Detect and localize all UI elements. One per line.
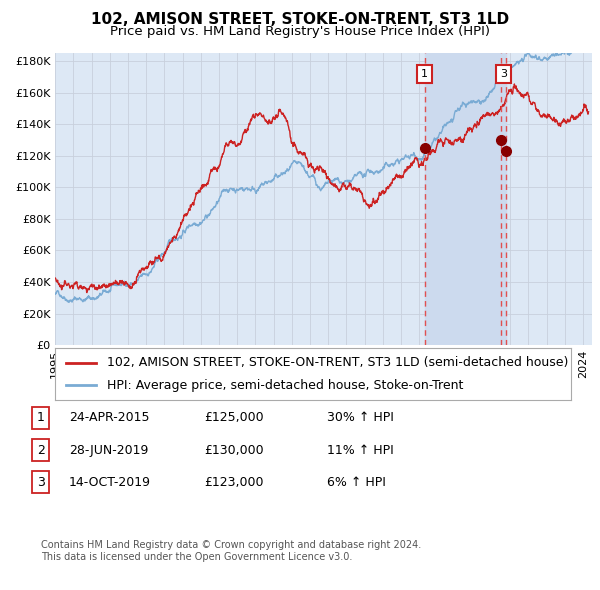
- Text: 1: 1: [421, 68, 428, 78]
- Text: 2: 2: [37, 444, 45, 457]
- Text: 3: 3: [37, 476, 45, 489]
- Text: Contains HM Land Registry data © Crown copyright and database right 2024.: Contains HM Land Registry data © Crown c…: [41, 540, 421, 550]
- Text: 6% ↑ HPI: 6% ↑ HPI: [327, 476, 386, 489]
- Text: 30% ↑ HPI: 30% ↑ HPI: [327, 411, 394, 424]
- Text: £130,000: £130,000: [204, 444, 263, 457]
- Text: 28-JUN-2019: 28-JUN-2019: [69, 444, 148, 457]
- Bar: [425, 53, 506, 345]
- Text: £125,000: £125,000: [204, 411, 263, 424]
- Text: 102, AMISON STREET, STOKE-ON-TRENT, ST3 1LD: 102, AMISON STREET, STOKE-ON-TRENT, ST3 …: [91, 12, 509, 27]
- Text: HPI: Average price, semi-detached house, Stoke-on-Trent: HPI: Average price, semi-detached house,…: [107, 379, 463, 392]
- Text: £123,000: £123,000: [204, 476, 263, 489]
- Text: 102, AMISON STREET, STOKE-ON-TRENT, ST3 1LD (semi-detached house): 102, AMISON STREET, STOKE-ON-TRENT, ST3 …: [107, 356, 568, 369]
- Text: Price paid vs. HM Land Registry's House Price Index (HPI): Price paid vs. HM Land Registry's House …: [110, 25, 490, 38]
- Text: 1: 1: [37, 411, 45, 424]
- Text: 3: 3: [500, 68, 507, 78]
- Text: This data is licensed under the Open Government Licence v3.0.: This data is licensed under the Open Gov…: [41, 552, 352, 562]
- Text: 14-OCT-2019: 14-OCT-2019: [69, 476, 151, 489]
- Text: 11% ↑ HPI: 11% ↑ HPI: [327, 444, 394, 457]
- Text: 24-APR-2015: 24-APR-2015: [69, 411, 149, 424]
